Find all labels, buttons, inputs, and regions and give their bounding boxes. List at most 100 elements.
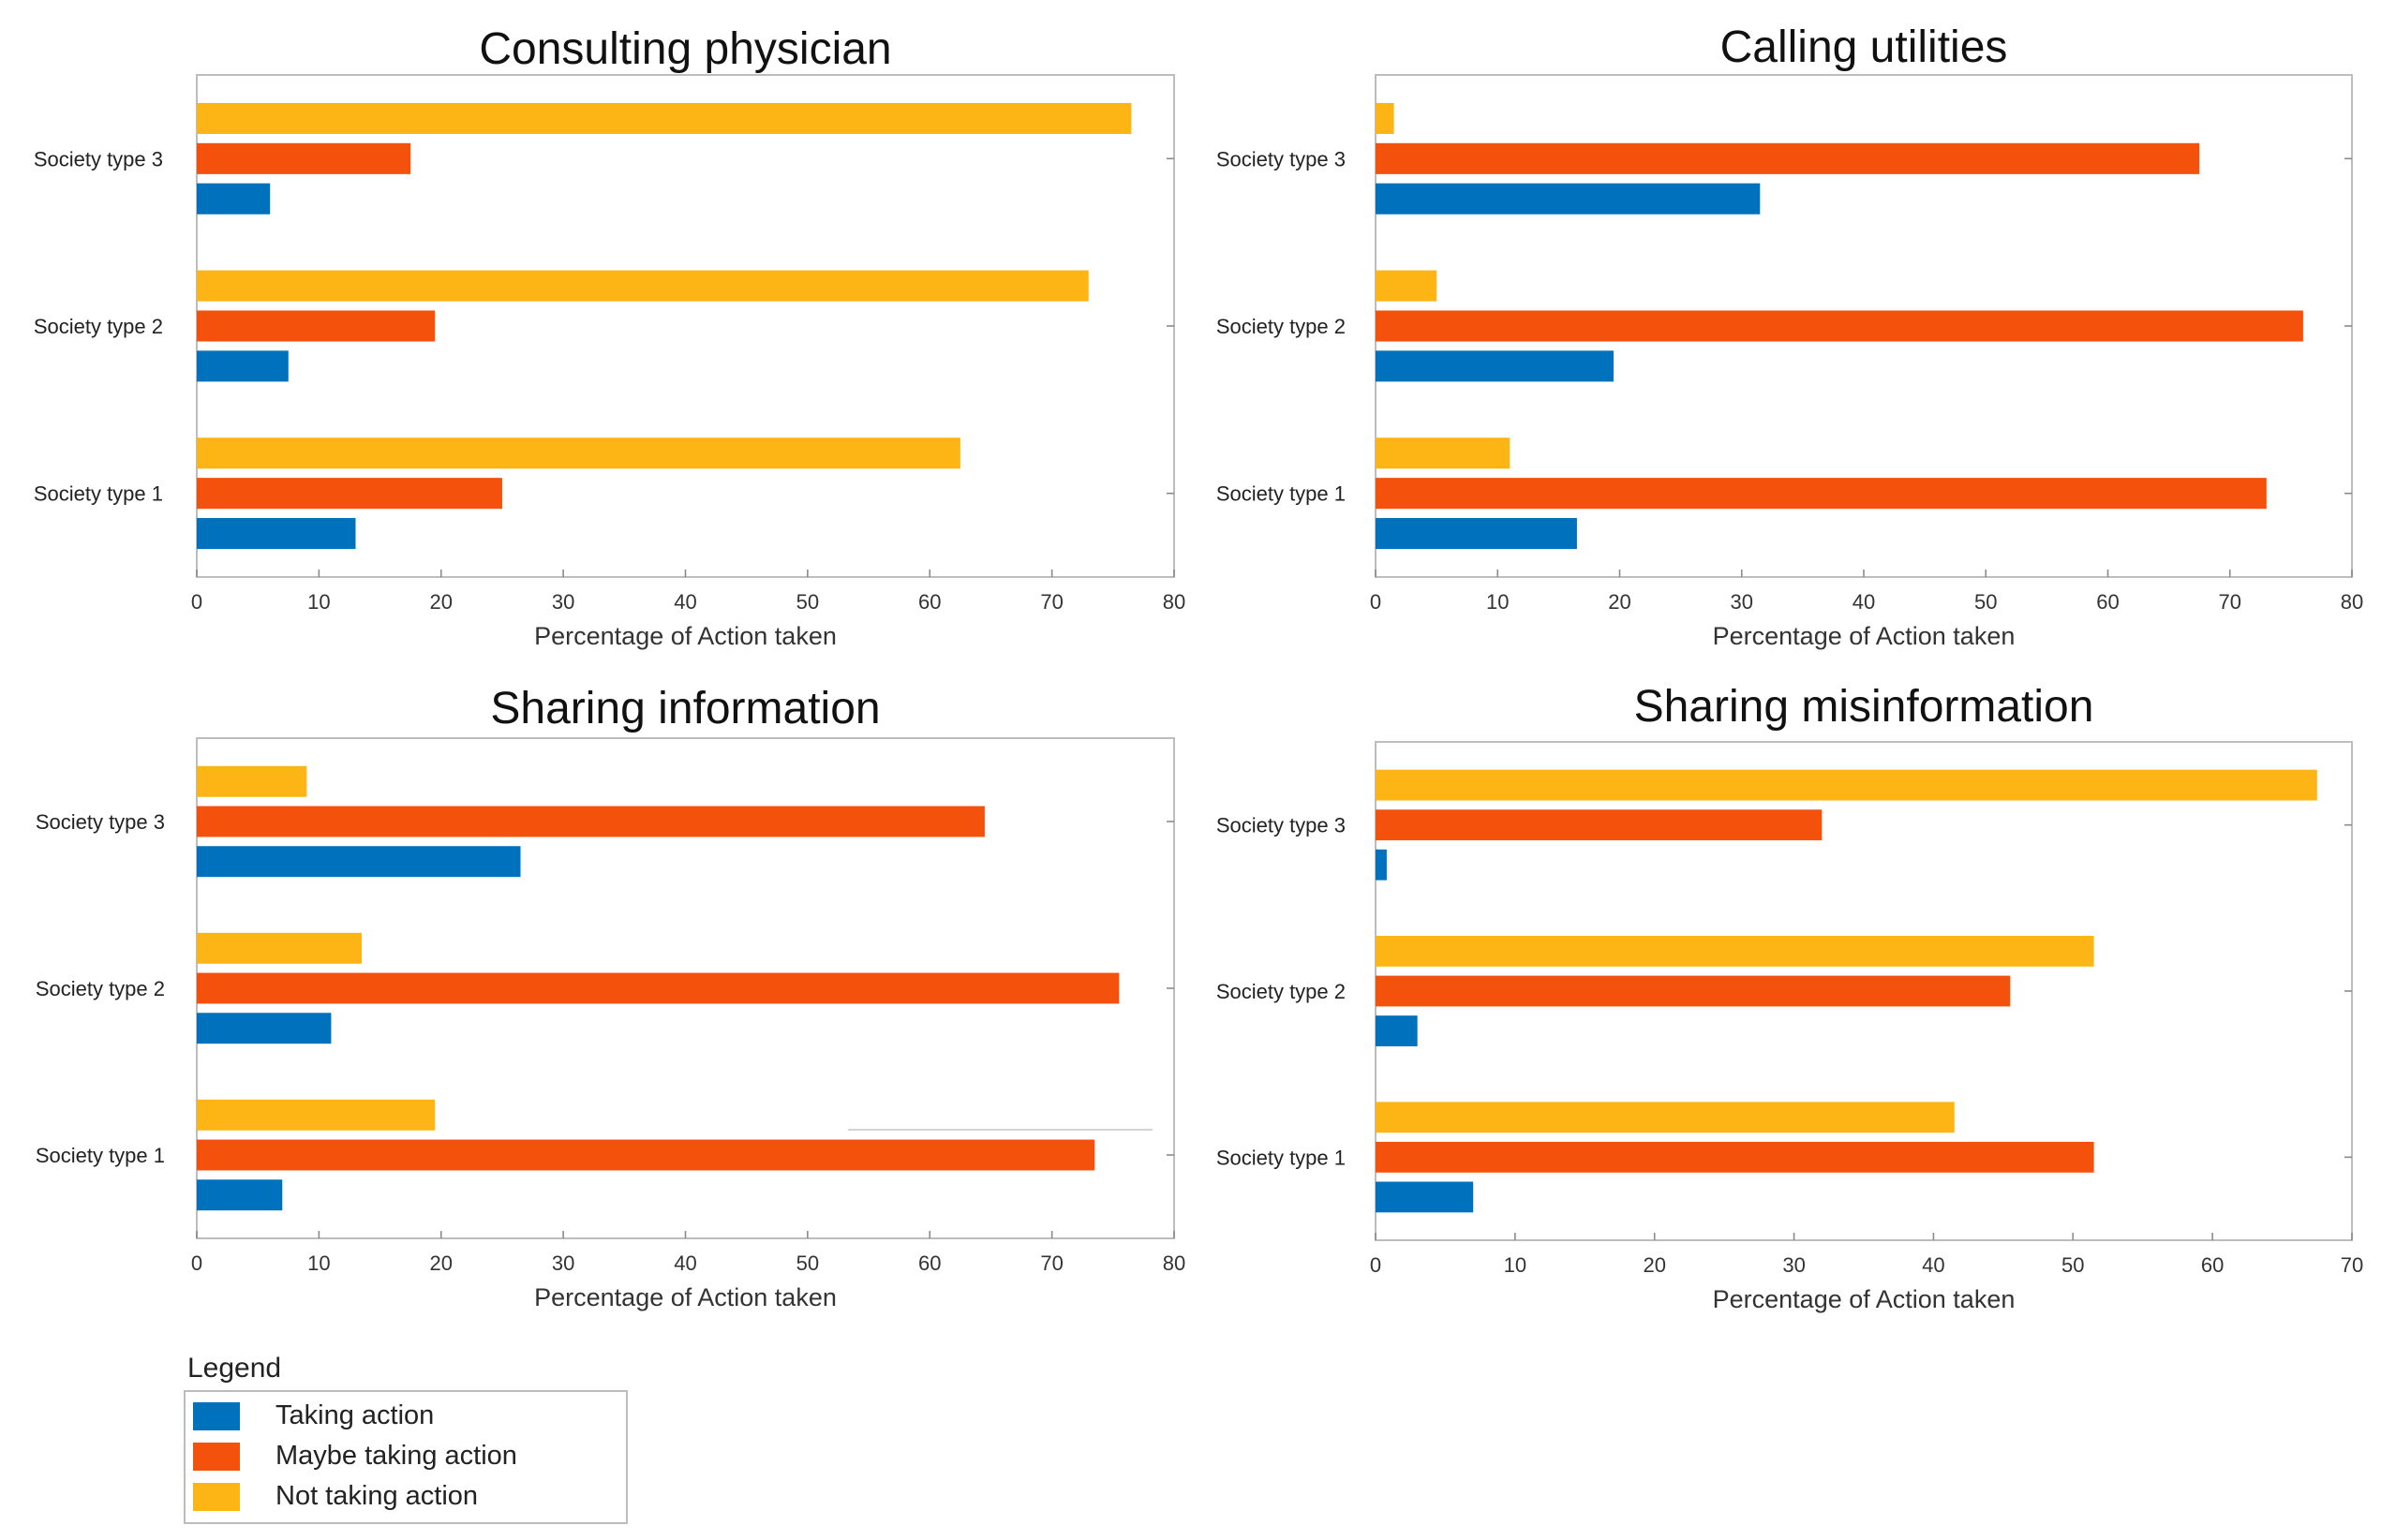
legend-swatch-maybe-taking-action <box>193 1442 240 1471</box>
bar-sharing-information-society-type-3-maybe-taking-action <box>197 806 985 837</box>
x-tick-label-calling-utilities-50: 50 <box>1974 590 1997 614</box>
x-tick-label-consulting-physician-50: 50 <box>796 590 819 614</box>
x-tick-label-sharing-misinformation-50: 50 <box>2061 1253 2084 1277</box>
bar-calling-utilities-society-type-2-not-taking-action <box>1376 270 1437 302</box>
chart-title-consulting-physician: Consulting physician <box>479 24 891 74</box>
x-tick-label-calling-utilities-80: 80 <box>2341 590 2363 614</box>
bar-consulting-physician-society-type-1-maybe-taking-action <box>197 478 502 510</box>
x-tick-label-consulting-physician-10: 10 <box>307 590 330 614</box>
category-label-sharing-information-society-type-1: Society type 1 <box>36 1144 165 1167</box>
bar-sharing-information-society-type-1-taking-action <box>197 1179 283 1211</box>
category-label-sharing-misinformation-society-type-2: Society type 2 <box>1216 980 1346 1003</box>
chart-title-calling-utilities: Calling utilities <box>1720 22 2008 72</box>
bar-consulting-physician-society-type-3-maybe-taking-action <box>197 142 411 174</box>
bar-calling-utilities-society-type-2-taking-action <box>1376 350 1614 382</box>
x-axis-label-sharing-information: Percentage of Action taken <box>534 1283 837 1311</box>
x-tick-label-consulting-physician-20: 20 <box>430 590 453 614</box>
x-tick-label-consulting-physician-40: 40 <box>674 590 696 614</box>
x-tick-label-sharing-information-70: 70 <box>1040 1251 1063 1275</box>
bar-sharing-misinformation-society-type-1-not-taking-action <box>1376 1102 1955 1133</box>
legend-label-maybe-taking-action: Maybe taking action <box>275 1441 517 1471</box>
x-tick-label-consulting-physician-0: 0 <box>191 590 202 614</box>
x-tick-label-sharing-information-10: 10 <box>307 1251 330 1275</box>
x-tick-label-calling-utilities-40: 40 <box>1853 590 1875 614</box>
bar-consulting-physician-society-type-2-maybe-taking-action <box>197 310 436 342</box>
chart-title-sharing-misinformation: Sharing misinformation <box>1634 682 2094 732</box>
x-tick-label-calling-utilities-30: 30 <box>1731 590 1753 614</box>
x-axis-label-consulting-physician: Percentage of Action taken <box>534 622 837 650</box>
category-label-sharing-information-society-type-3: Society type 3 <box>36 810 165 834</box>
chart-title-sharing-information: Sharing information <box>490 684 880 733</box>
x-tick-label-sharing-information-80: 80 <box>1163 1251 1185 1275</box>
category-label-consulting-physician-society-type-1: Society type 1 <box>34 482 163 506</box>
bar-sharing-misinformation-society-type-3-taking-action <box>1376 849 1387 881</box>
legend-box: Taking action Maybe taking action Not ta… <box>184 1390 628 1524</box>
bar-consulting-physician-society-type-2-taking-action <box>197 350 289 382</box>
category-label-calling-utilities-society-type-3: Society type 3 <box>1216 147 1346 170</box>
bar-sharing-misinformation-society-type-3-not-taking-action <box>1376 769 2317 801</box>
category-label-calling-utilities-society-type-1: Society type 1 <box>1216 482 1346 506</box>
bar-calling-utilities-society-type-1-taking-action <box>1376 518 1577 550</box>
legend-item-not-taking-action: Not taking action <box>186 1476 626 1517</box>
x-tick-label-sharing-misinformation-40: 40 <box>1922 1253 1944 1277</box>
legend-label-taking-action: Taking action <box>275 1400 435 1430</box>
x-tick-label-sharing-information-30: 30 <box>552 1251 574 1275</box>
x-tick-label-sharing-misinformation-60: 60 <box>2201 1253 2224 1277</box>
legend-swatch-not-taking-action <box>193 1482 240 1511</box>
bar-sharing-misinformation-society-type-2-taking-action <box>1376 1015 1418 1046</box>
bar-consulting-physician-society-type-1-not-taking-action <box>197 437 960 469</box>
x-tick-label-sharing-misinformation-20: 20 <box>1643 1253 1665 1277</box>
bar-sharing-misinformation-society-type-3-maybe-taking-action <box>1376 809 1823 841</box>
legend-label-not-taking-action: Not taking action <box>275 1481 479 1511</box>
x-tick-label-consulting-physician-60: 60 <box>918 590 941 614</box>
bar-sharing-misinformation-society-type-1-taking-action <box>1376 1181 1474 1213</box>
category-label-consulting-physician-society-type-3: Society type 3 <box>34 147 163 170</box>
x-tick-label-consulting-physician-80: 80 <box>1163 590 1185 614</box>
bar-consulting-physician-society-type-3-not-taking-action <box>197 102 1132 134</box>
x-tick-label-sharing-misinformation-0: 0 <box>1370 1253 1381 1277</box>
bar-calling-utilities-society-type-1-not-taking-action <box>1376 437 1510 469</box>
x-tick-label-sharing-information-40: 40 <box>674 1251 696 1275</box>
legend-title: Legend <box>187 1353 282 1384</box>
bar-sharing-misinformation-society-type-2-maybe-taking-action <box>1376 975 2011 1007</box>
bar-sharing-information-society-type-3-not-taking-action <box>197 765 307 797</box>
x-tick-label-consulting-physician-30: 30 <box>552 590 574 614</box>
category-label-sharing-misinformation-society-type-1: Society type 1 <box>1216 1146 1346 1169</box>
x-tick-label-calling-utilities-60: 60 <box>2096 590 2119 614</box>
x-tick-label-calling-utilities-10: 10 <box>1486 590 1509 614</box>
bar-calling-utilities-society-type-2-maybe-taking-action <box>1376 310 2303 342</box>
bar-sharing-information-society-type-2-not-taking-action <box>197 932 363 964</box>
legend-item-maybe-taking-action: Maybe taking action <box>186 1436 626 1476</box>
bar-consulting-physician-society-type-3-taking-action <box>197 183 271 215</box>
bar-sharing-information-society-type-3-taking-action <box>197 846 521 878</box>
x-tick-label-calling-utilities-20: 20 <box>1608 590 1630 614</box>
bar-sharing-misinformation-society-type-2-not-taking-action <box>1376 936 2094 967</box>
x-tick-label-calling-utilities-70: 70 <box>2219 590 2241 614</box>
bar-sharing-information-society-type-2-taking-action <box>197 1013 332 1044</box>
bar-consulting-physician-society-type-2-not-taking-action <box>197 270 1089 302</box>
x-tick-label-sharing-information-50: 50 <box>796 1251 819 1275</box>
x-tick-label-sharing-information-0: 0 <box>191 1251 202 1275</box>
bar-consulting-physician-society-type-1-taking-action <box>197 518 356 550</box>
bar-calling-utilities-society-type-3-not-taking-action <box>1376 102 1394 134</box>
bar-calling-utilities-society-type-1-maybe-taking-action <box>1376 478 2267 510</box>
category-label-sharing-misinformation-society-type-3: Society type 3 <box>1216 814 1346 837</box>
category-label-consulting-physician-society-type-2: Society type 2 <box>34 315 163 338</box>
x-tick-label-calling-utilities-0: 0 <box>1370 590 1381 614</box>
x-tick-label-sharing-information-20: 20 <box>430 1251 453 1275</box>
bar-sharing-information-society-type-1-maybe-taking-action <box>197 1139 1095 1171</box>
bar-calling-utilities-society-type-3-taking-action <box>1376 183 1761 215</box>
x-tick-label-sharing-misinformation-70: 70 <box>2341 1253 2363 1277</box>
bar-sharing-information-society-type-1-not-taking-action <box>197 1099 436 1131</box>
legend-item-taking-action: Taking action <box>186 1396 626 1436</box>
category-label-sharing-information-society-type-2: Society type 2 <box>36 977 165 1000</box>
x-tick-label-sharing-misinformation-30: 30 <box>1782 1253 1805 1277</box>
x-axis-label-calling-utilities: Percentage of Action taken <box>1713 622 2016 650</box>
bar-calling-utilities-society-type-3-maybe-taking-action <box>1376 142 2200 174</box>
x-tick-label-consulting-physician-70: 70 <box>1040 590 1063 614</box>
legend: Legend Taking action Maybe taking action… <box>184 1353 628 1524</box>
x-axis-label-sharing-misinformation: Percentage of Action taken <box>1713 1285 2016 1313</box>
x-tick-label-sharing-misinformation-10: 10 <box>1504 1253 1526 1277</box>
x-tick-label-sharing-information-60: 60 <box>918 1251 941 1275</box>
